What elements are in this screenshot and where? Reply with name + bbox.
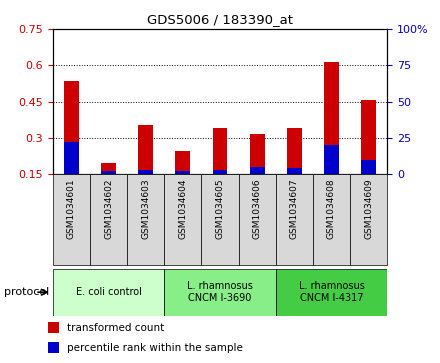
- Bar: [64, 142, 79, 174]
- Bar: [53, 174, 90, 265]
- Bar: [250, 167, 264, 174]
- Text: GSM1034604: GSM1034604: [178, 179, 187, 239]
- Bar: [361, 160, 376, 174]
- Text: GSM1034603: GSM1034603: [141, 179, 150, 240]
- Text: protocol: protocol: [4, 287, 50, 297]
- Text: GSM1034606: GSM1034606: [253, 179, 262, 240]
- Bar: [176, 151, 190, 174]
- Text: GSM1034601: GSM1034601: [67, 179, 76, 240]
- Bar: [324, 145, 339, 174]
- Bar: [127, 174, 164, 265]
- Bar: [101, 163, 116, 174]
- Text: transformed count: transformed count: [67, 323, 165, 333]
- Text: percentile rank within the sample: percentile rank within the sample: [67, 343, 243, 353]
- Text: GSM1034602: GSM1034602: [104, 179, 113, 239]
- Text: GSM1034607: GSM1034607: [290, 179, 299, 240]
- Bar: [138, 170, 153, 174]
- Bar: [176, 171, 190, 174]
- Bar: [138, 125, 153, 174]
- Bar: [276, 174, 313, 265]
- Text: GSM1034605: GSM1034605: [216, 179, 224, 240]
- Bar: [64, 81, 79, 174]
- Bar: [213, 170, 227, 174]
- Bar: [48, 342, 59, 354]
- Bar: [164, 174, 202, 265]
- Bar: [250, 134, 264, 174]
- Bar: [287, 128, 302, 174]
- Bar: [324, 62, 339, 174]
- Text: L. rhamnosus
CNCM I-3690: L. rhamnosus CNCM I-3690: [187, 281, 253, 303]
- Bar: [90, 174, 127, 265]
- Bar: [350, 174, 387, 265]
- Bar: [164, 269, 276, 316]
- Bar: [313, 174, 350, 265]
- Bar: [48, 322, 59, 333]
- Text: GSM1034609: GSM1034609: [364, 179, 373, 240]
- Bar: [238, 174, 276, 265]
- Bar: [287, 168, 302, 174]
- Title: GDS5006 / 183390_at: GDS5006 / 183390_at: [147, 13, 293, 26]
- Bar: [53, 269, 164, 316]
- Bar: [213, 128, 227, 174]
- Text: L. rhamnosus
CNCM I-4317: L. rhamnosus CNCM I-4317: [298, 281, 364, 303]
- Bar: [361, 101, 376, 174]
- Text: E. coli control: E. coli control: [76, 287, 142, 297]
- Bar: [276, 269, 387, 316]
- Text: GSM1034608: GSM1034608: [327, 179, 336, 240]
- Bar: [101, 171, 116, 174]
- Bar: [202, 174, 238, 265]
